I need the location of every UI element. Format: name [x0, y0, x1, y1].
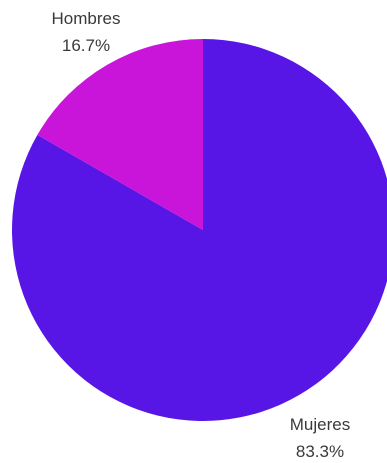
pie-slice-mujeres	[12, 39, 387, 421]
slice-label-mujeres: Mujeres	[290, 415, 350, 434]
pie-slices	[12, 39, 387, 421]
pie-slice-hombres	[37, 39, 203, 230]
slice-value-hombres: 16.7%	[62, 36, 110, 55]
slice-label-hombres: Hombres	[52, 9, 121, 28]
slice-value-mujeres: 83.3%	[296, 442, 344, 461]
